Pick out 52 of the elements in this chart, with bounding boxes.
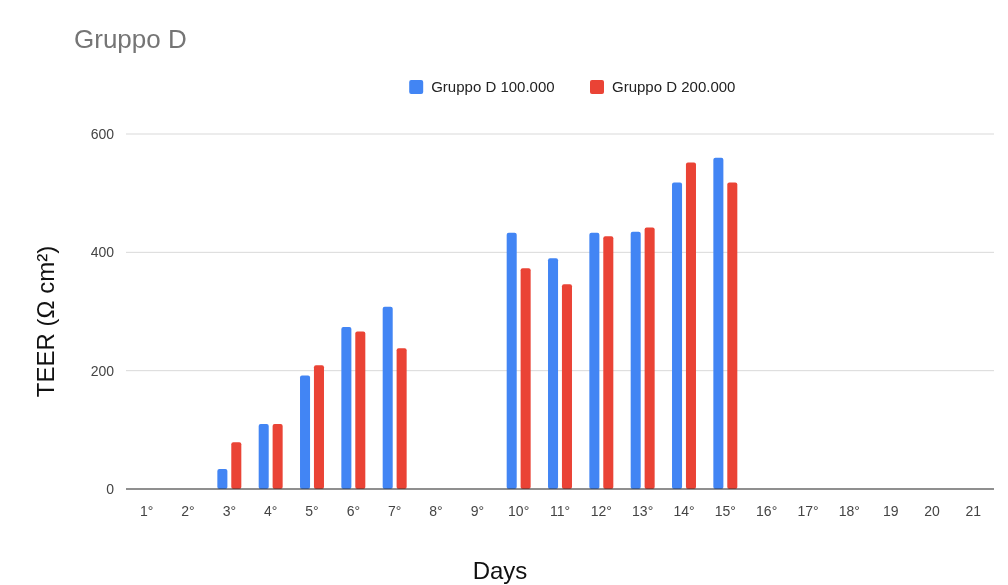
- bar: [589, 232, 600, 489]
- y-tick-label: 0: [106, 481, 115, 497]
- legend-label: Gruppo D 100.000: [431, 78, 555, 95]
- x-tick-label: 16°: [756, 503, 778, 519]
- bar: [396, 348, 407, 489]
- y-tick-label: 200: [90, 362, 115, 379]
- bar: [672, 182, 683, 489]
- bar: [685, 162, 696, 489]
- bar: [630, 231, 641, 489]
- x-axis-title: Days: [472, 557, 528, 584]
- bar: [300, 375, 311, 489]
- x-tick-label: 3°: [222, 503, 237, 519]
- x-tick-label: 4°: [263, 503, 278, 519]
- x-tick-label: 7°: [387, 503, 402, 519]
- x-tick-label: 1°: [139, 503, 154, 519]
- bar: [272, 423, 283, 489]
- x-tick-label: 2°: [181, 503, 195, 519]
- bar: [548, 258, 559, 489]
- x-tick-label: 15°: [714, 503, 736, 519]
- bar: [231, 442, 242, 489]
- bar: [355, 331, 366, 489]
- x-tick-label: 12°: [590, 503, 612, 519]
- y-tick-label: 600: [90, 126, 115, 142]
- bar: [217, 468, 228, 489]
- legend-label: Gruppo D 200.000: [612, 78, 736, 95]
- bar: [313, 365, 324, 489]
- bar: [341, 326, 352, 489]
- x-tick-label: 11°: [549, 503, 571, 519]
- bar: [644, 227, 655, 489]
- bar: [506, 232, 517, 489]
- bar: [520, 268, 531, 489]
- chart-title: Gruppo D: [74, 24, 187, 54]
- x-tick-label: 20: [924, 503, 940, 519]
- x-tick-label: 5°: [305, 503, 319, 519]
- x-tick-label: 10°: [508, 503, 530, 519]
- x-tick-label: 21: [965, 503, 982, 519]
- x-tick-label: 9°: [470, 503, 485, 519]
- y-tick-label: 400: [90, 244, 115, 261]
- x-tick-label: 17°: [797, 503, 819, 519]
- x-tick-label: 14°: [673, 503, 695, 519]
- bar: [603, 236, 614, 489]
- bar: [258, 423, 269, 489]
- bar: [727, 182, 738, 489]
- x-tick-label: 8°: [429, 503, 443, 519]
- bar: [561, 284, 572, 489]
- x-tick-label: 18°: [838, 503, 860, 519]
- y-axis-title: TEER (Ω cm²): [32, 245, 59, 398]
- bar: [382, 306, 393, 489]
- bar: [713, 157, 724, 489]
- x-tick-label: 13°: [632, 503, 654, 519]
- x-tick-label: 6°: [346, 503, 361, 519]
- x-tick-label: 19: [882, 503, 899, 519]
